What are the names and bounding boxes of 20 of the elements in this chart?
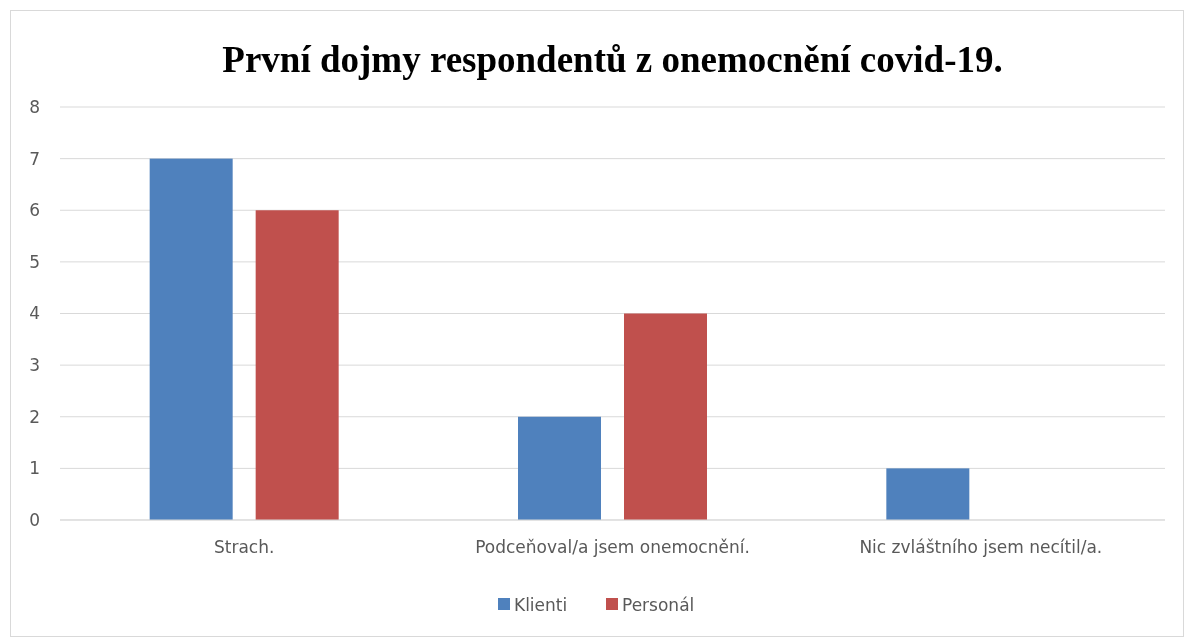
chart-title: První dojmy respondentů z onemocnění covid-19.	[222, 39, 1003, 80]
bar	[624, 313, 707, 520]
y-tick-label: 3	[29, 355, 40, 376]
bar	[886, 468, 970, 520]
legend-label: Personál	[622, 594, 695, 615]
bar	[255, 210, 339, 520]
y-tick-label: 4	[29, 303, 40, 324]
y-tick-label: 7	[29, 148, 40, 169]
x-tick-label: Strach.	[213, 537, 275, 557]
y-tick-label: 0	[29, 509, 40, 530]
y-tick-label: 6	[29, 200, 40, 221]
x-tick-label: Podceňoval/a jsem onemocnění.	[475, 537, 750, 557]
y-tick-label: 1	[29, 458, 40, 479]
y-tick-label: 2	[29, 406, 40, 427]
bar	[149, 158, 233, 520]
legend-label: Klienti	[514, 594, 568, 615]
y-tick-label: 8	[29, 96, 40, 117]
x-tick-label: Nic zvláštního jsem necítil/a.	[859, 537, 1103, 557]
bar	[518, 416, 601, 520]
y-tick-label: 5	[29, 251, 40, 272]
